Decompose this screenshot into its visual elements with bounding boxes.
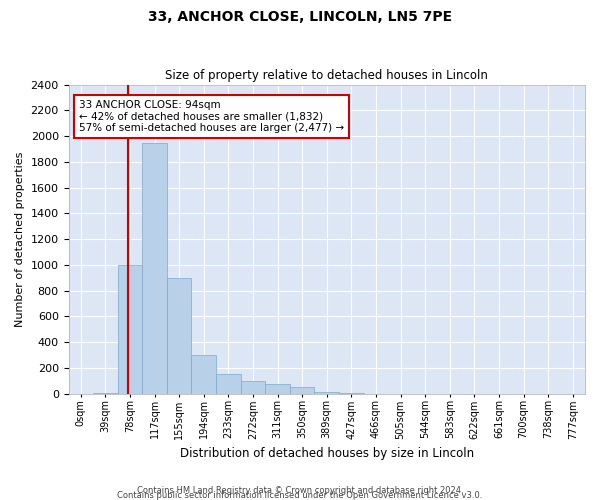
Bar — [290, 387, 314, 394]
Title: Size of property relative to detached houses in Lincoln: Size of property relative to detached ho… — [166, 69, 488, 82]
Text: Contains public sector information licensed under the Open Government Licence v3: Contains public sector information licen… — [118, 491, 482, 500]
Bar — [191, 355, 216, 394]
Bar — [118, 265, 142, 394]
Text: 33 ANCHOR CLOSE: 94sqm
← 42% of detached houses are smaller (1,832)
57% of semi-: 33 ANCHOR CLOSE: 94sqm ← 42% of detached… — [79, 100, 344, 133]
Y-axis label: Number of detached properties: Number of detached properties — [15, 152, 25, 327]
Bar — [216, 374, 241, 394]
Bar — [93, 393, 118, 394]
Text: 33, ANCHOR CLOSE, LINCOLN, LN5 7PE: 33, ANCHOR CLOSE, LINCOLN, LN5 7PE — [148, 10, 452, 24]
Bar — [167, 278, 191, 394]
X-axis label: Distribution of detached houses by size in Lincoln: Distribution of detached houses by size … — [180, 447, 474, 460]
Bar — [265, 384, 290, 394]
Bar — [241, 380, 265, 394]
Text: Contains HM Land Registry data © Crown copyright and database right 2024.: Contains HM Land Registry data © Crown c… — [137, 486, 463, 495]
Bar — [314, 392, 339, 394]
Bar — [142, 142, 167, 394]
